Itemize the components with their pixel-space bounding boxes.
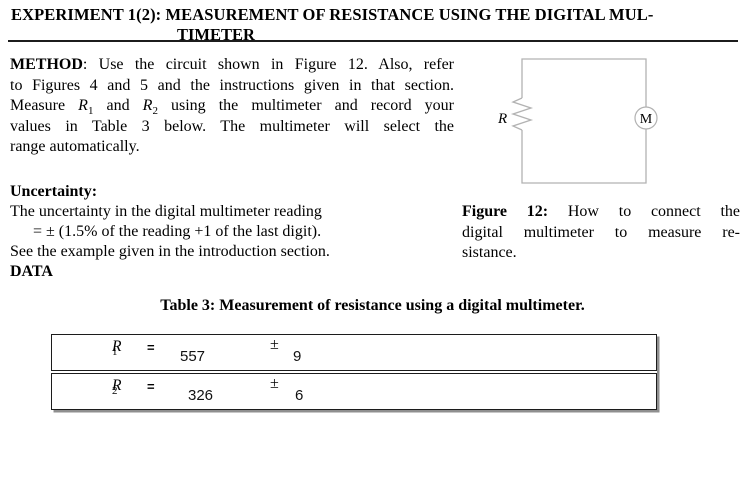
method-line1-text: : Use the circuit shown in Figure 12. Al…: [82, 56, 454, 73]
r1-plus-minus-sign: ±: [270, 336, 279, 353]
uncertainty-heading: Uncertainty:: [10, 183, 98, 200]
multimeter-label: M: [640, 112, 653, 127]
uncertainty-formula: = ± (1.5% of the reading +1 of the last …: [33, 223, 322, 240]
table-title: Table 3: Measurement of resistance using…: [160, 297, 585, 314]
r1-equals-sign: =: [147, 340, 155, 355]
r1-subscript: 1: [87, 105, 94, 118]
method-line5: range automatically.: [10, 138, 140, 155]
uncertainty-line1: The uncertainty in the digital multimete…: [10, 203, 322, 220]
caption-figure-number: Figure 12:: [462, 203, 549, 220]
page-title-line1: EXPERIMENT 1(2): MEASUREMENT OF RESISTAN…: [11, 5, 654, 24]
method-line3-mid: and: [93, 97, 143, 114]
resistor-zigzag: [510, 97, 534, 131]
method-line3-post: using the multimeter and record your: [157, 97, 454, 114]
method-line4: values in Table 3 below. The multimeter …: [10, 117, 454, 135]
caption-line1-text: How to connect the: [548, 203, 741, 220]
caption-line1: Figure 12: How to connect the: [462, 202, 740, 223]
circuit-diagram: R M: [497, 58, 658, 184]
r2-equals-sign: =: [147, 378, 155, 394]
figure-caption: Figure 12: How to connect the digital mu…: [462, 202, 740, 264]
r2-value-field[interactable]: 326: [188, 386, 214, 404]
method-heading: METHOD: [10, 56, 83, 73]
uncertainty-section: Uncertainty: The uncertainty in the digi…: [10, 182, 456, 282]
data-heading: DATA: [10, 263, 53, 280]
r2-symbol: R: [142, 97, 153, 114]
uncertainty-line3: See the example given in the introductio…: [10, 243, 330, 260]
method-line3: Measure R1 and R2 using the multimeter a…: [10, 96, 454, 117]
r2-plus-minus-sign: ±: [270, 374, 279, 392]
circuit-wire: [521, 58, 647, 184]
resistor-label: R: [497, 111, 507, 127]
r1-value-field[interactable]: 557: [180, 348, 206, 365]
caption-line2: digital multimeter to measure re-: [462, 223, 740, 241]
r2-subscript: 2: [152, 105, 158, 118]
caption-line3: sistance.: [462, 244, 517, 261]
title-rule: [8, 40, 738, 42]
method-paragraph: METHOD: Use the circuit shown in Figure …: [10, 55, 454, 158]
method-line3-pre: Measure: [10, 97, 79, 114]
r1-symbol: R: [78, 97, 88, 114]
method-line2: to Figures 4 and 5 and the instructions …: [10, 76, 454, 94]
r1-uncertainty-field[interactable]: 9: [293, 348, 302, 365]
multimeter-circle: [634, 106, 658, 130]
method-line1: METHOD: Use the circuit shown in Figure …: [10, 55, 454, 76]
page-title-line2: TIMETER: [177, 25, 255, 44]
r2-uncertainty-field[interactable]: 6: [295, 386, 304, 404]
